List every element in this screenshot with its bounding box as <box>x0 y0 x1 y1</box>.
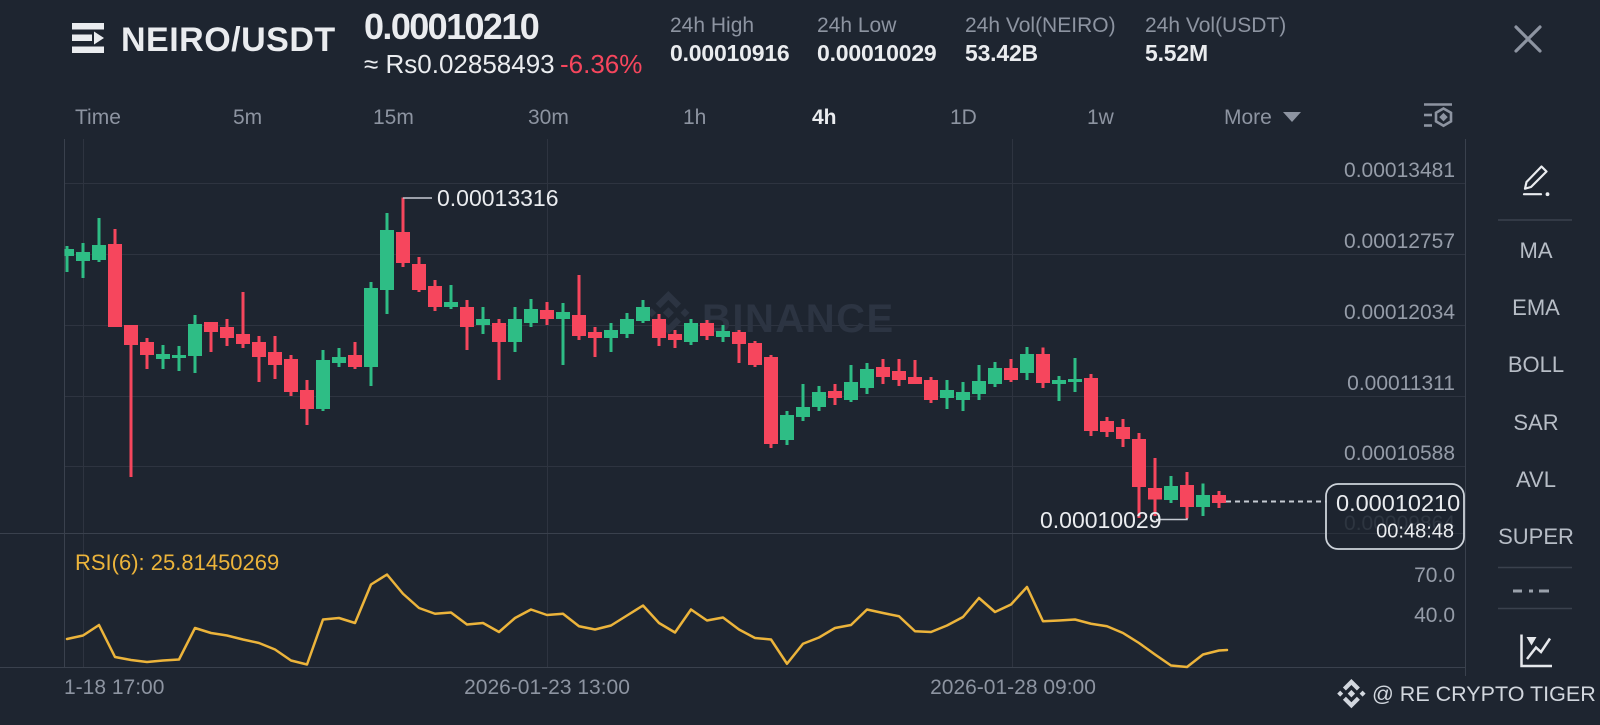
svg-text:40.0: 40.0 <box>1414 604 1455 627</box>
svg-text:-6.36%: -6.36% <box>560 49 642 79</box>
svg-text:15m: 15m <box>373 106 414 129</box>
svg-text:BINANCE: BINANCE <box>702 297 895 341</box>
svg-text:Time: Time <box>75 106 121 129</box>
svg-text:EMA: EMA <box>1512 295 1560 320</box>
svg-text:0.00010029: 0.00010029 <box>1040 507 1162 533</box>
svg-text:0.00012757: 0.00012757 <box>1344 230 1455 253</box>
svg-text:30m: 30m <box>528 106 569 129</box>
svg-text:2026-01-23 13:00: 2026-01-23 13:00 <box>464 676 630 699</box>
svg-text:NEIRO/USDT: NEIRO/USDT <box>121 21 336 59</box>
svg-text:BOLL: BOLL <box>1508 352 1564 377</box>
svg-text:SUPER: SUPER <box>1498 524 1574 549</box>
svg-text:RSI(6): 25.81450269: RSI(6): 25.81450269 <box>75 550 279 575</box>
svg-text:SAR: SAR <box>1513 410 1558 435</box>
svg-text:24h Vol(NEIRO): 24h Vol(NEIRO) <box>965 14 1116 37</box>
svg-text:2026-01-28 09:00: 2026-01-28 09:00 <box>930 676 1096 699</box>
svg-text:@ RE CRYPTO TIGER: @ RE CRYPTO TIGER <box>1372 682 1596 706</box>
svg-text:53.42B: 53.42B <box>965 40 1038 66</box>
svg-text:5.52M: 5.52M <box>1145 40 1208 66</box>
svg-text:MA: MA <box>1520 238 1553 263</box>
svg-text:0.00010588: 0.00010588 <box>1344 442 1455 465</box>
svg-text:00:48:48: 00:48:48 <box>1376 521 1454 543</box>
svg-text:0.00013481: 0.00013481 <box>1344 159 1455 182</box>
svg-text:1h: 1h <box>683 106 706 129</box>
svg-text:AVL: AVL <box>1516 467 1556 492</box>
svg-text:24h Vol(USDT): 24h Vol(USDT) <box>1145 14 1286 37</box>
svg-text:5m: 5m <box>233 106 262 129</box>
svg-text:1w: 1w <box>1087 106 1115 129</box>
svg-text:0.00010029: 0.00010029 <box>817 40 937 66</box>
svg-text:0.00010916: 0.00010916 <box>670 40 790 66</box>
svg-text:0.00013316: 0.00013316 <box>437 185 559 211</box>
svg-text:70.0: 70.0 <box>1414 564 1455 587</box>
svg-text:0.00010210: 0.00010210 <box>364 6 539 47</box>
svg-text:0.00010210: 0.00010210 <box>1336 490 1460 516</box>
svg-text:≈ Rs0.02858493: ≈ Rs0.02858493 <box>364 49 555 79</box>
svg-text:0.00012034: 0.00012034 <box>1344 301 1455 324</box>
svg-text:1D: 1D <box>950 106 977 129</box>
svg-text:More: More <box>1224 106 1272 129</box>
svg-text:1-18 17:00: 1-18 17:00 <box>64 676 164 699</box>
svg-text:24h Low: 24h Low <box>817 14 897 37</box>
svg-text:4h: 4h <box>812 106 837 129</box>
svg-text:24h High: 24h High <box>670 14 754 37</box>
svg-text:0.00011311: 0.00011311 <box>1347 372 1455 395</box>
